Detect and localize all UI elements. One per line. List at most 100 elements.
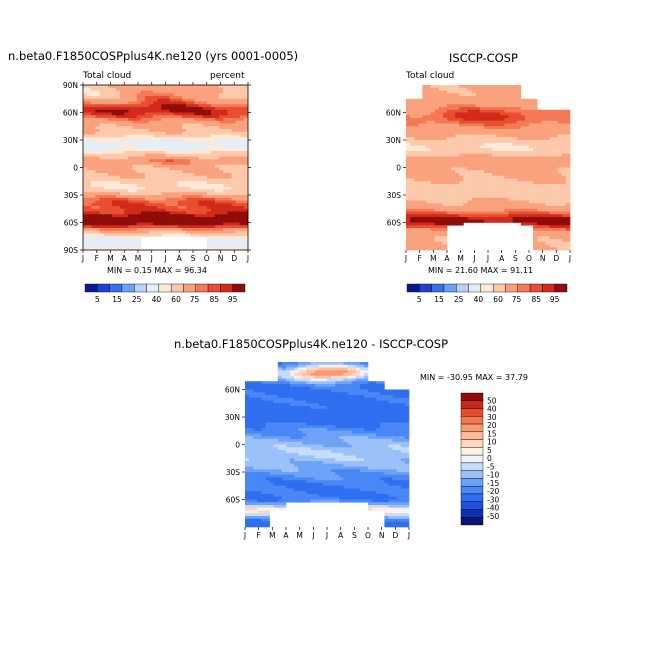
panel1-cell — [111, 145, 117, 149]
panel2-cell — [422, 173, 427, 177]
panel2-cell — [483, 184, 489, 188]
panel3-cell — [380, 400, 385, 404]
panel1-cell — [227, 126, 232, 130]
panel1-cell — [215, 178, 220, 182]
panel2-cell — [459, 192, 464, 196]
panel2-cell — [414, 142, 419, 146]
panel2-cell — [508, 214, 513, 218]
panel1-cell — [173, 159, 179, 163]
panel1-cell — [239, 244, 245, 248]
panel1-cell — [161, 142, 166, 146]
panel2-cell — [451, 118, 456, 122]
panel1-cell — [219, 222, 224, 226]
panel1-cell — [235, 203, 241, 207]
panel2-cell — [529, 164, 534, 168]
panel3-cell — [261, 395, 266, 399]
panel1-cell — [140, 96, 146, 100]
panel2-cell — [438, 230, 444, 234]
panel1-cell — [153, 93, 158, 97]
panel1-cell — [194, 217, 199, 221]
panel1-cell — [161, 189, 166, 193]
panel2-cell — [410, 247, 415, 251]
panel3-cell — [310, 367, 315, 371]
panel1-cell — [243, 151, 249, 155]
panel1-cell — [165, 153, 170, 157]
panel3-cell — [281, 386, 287, 390]
panel1-cell — [140, 214, 146, 218]
panel3-cell — [351, 386, 356, 390]
panel1-cell — [210, 167, 216, 171]
panel2-cell — [418, 222, 423, 226]
panel2-cell — [438, 211, 444, 215]
panel2-cell — [438, 145, 444, 149]
panel1-cell — [120, 115, 125, 119]
panel1-cell — [91, 228, 96, 232]
panel3-cell — [286, 362, 291, 366]
panel2-cell — [504, 112, 509, 116]
panel3-cell — [245, 384, 250, 388]
panel2-cell — [447, 153, 452, 157]
panel1-cell — [165, 228, 170, 232]
panel1-cell — [95, 134, 100, 138]
panel1-cell — [227, 153, 232, 157]
panel2-cell — [451, 214, 456, 218]
panel1-cell — [169, 175, 175, 179]
panel3-cell — [257, 403, 262, 407]
panel1-cell — [239, 219, 245, 223]
panel1-cell — [202, 156, 208, 160]
panel1-cell — [111, 214, 117, 218]
panel2-cell — [475, 109, 481, 113]
panel2-cell — [463, 211, 468, 215]
panel1-cell — [103, 126, 109, 130]
panel1-max-value: 96.34 — [184, 266, 207, 275]
panel1-cell — [223, 148, 228, 152]
panel1-cell — [206, 142, 212, 146]
panel1-cell — [120, 131, 125, 135]
panel1-cell — [116, 167, 121, 171]
panel1-cell — [186, 126, 191, 130]
panel1-cell — [215, 208, 220, 212]
panel1-cell — [190, 90, 195, 94]
panel2-cell — [438, 206, 444, 210]
panel2-cell — [553, 156, 558, 160]
panel2-cell — [430, 228, 435, 232]
panel1-cell — [107, 239, 113, 243]
panel1-cell — [111, 239, 117, 243]
panel2-cell — [463, 101, 468, 105]
panel1-cell — [87, 228, 92, 232]
panel2-cell — [508, 145, 513, 149]
panel1-cell — [149, 184, 154, 188]
panel1-cell — [210, 241, 216, 245]
panel1-cell — [144, 203, 150, 207]
panel2-cell — [442, 162, 448, 166]
panel2-cell — [418, 118, 423, 122]
panel2-cell — [520, 137, 526, 141]
panel2-cell — [442, 186, 448, 190]
panel2-cell — [504, 186, 509, 190]
panel1-cell — [186, 98, 191, 102]
panel2-cell — [479, 145, 485, 149]
panel2-cell — [504, 156, 509, 160]
panel2-cell — [471, 98, 476, 102]
panel1-cell — [202, 159, 208, 163]
panel1-cell — [215, 184, 220, 188]
panel2-cell — [410, 230, 415, 234]
panel2-cell — [422, 123, 427, 127]
panel2-cell — [479, 173, 485, 177]
panel1-cell — [124, 214, 129, 218]
panel1-cell — [120, 239, 125, 243]
panel1-cell — [186, 214, 191, 218]
panel1-cell — [83, 123, 88, 127]
panel2-cell — [418, 167, 423, 171]
panel2-cell — [504, 178, 509, 182]
panel3-cell — [249, 389, 254, 393]
panel1-cell — [136, 137, 142, 141]
panel1-cell — [116, 109, 121, 113]
panel1-cell — [99, 140, 104, 144]
panel2-cell — [508, 153, 513, 157]
panel1-cell — [173, 104, 179, 108]
panel1-cell — [157, 85, 162, 89]
panel2-cell — [475, 153, 481, 157]
panel1-cell — [243, 107, 249, 111]
panel1-cell — [227, 101, 232, 105]
